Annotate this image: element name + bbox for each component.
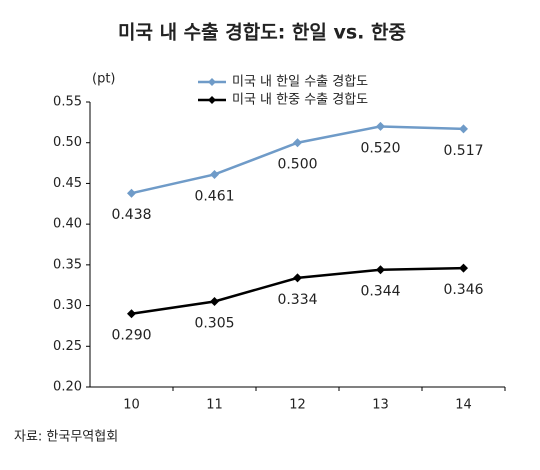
- point: [210, 169, 219, 179]
- point: [293, 138, 302, 148]
- x-tick-label: 14: [455, 398, 472, 413]
- y-tick-label: 0.45: [53, 176, 82, 191]
- point: [459, 263, 468, 273]
- y-tick-label: 0.25: [53, 339, 82, 354]
- y-unit: (pt): [92, 72, 116, 87]
- chart-title: 미국 내 수출 경합도: 한일 vs. 한중: [118, 22, 406, 44]
- x-tick-label: 12: [289, 398, 306, 413]
- data-label: 0.290: [111, 328, 151, 344]
- y-tick-label: 0.35: [53, 257, 82, 272]
- data-label: 0.520: [360, 140, 400, 156]
- x-tick-label: 11: [206, 398, 223, 413]
- x-tick-label: 13: [372, 398, 389, 413]
- y-tick-label: 0.20: [53, 380, 82, 395]
- point: [459, 124, 468, 134]
- data-label: 0.305: [194, 316, 234, 332]
- point: [376, 121, 385, 131]
- point: [127, 188, 136, 198]
- y-tick-label: 0.50: [53, 135, 82, 150]
- y-tick-label: 0.55: [53, 95, 82, 110]
- legend-label: 미국 내 한일 수출 경합도: [232, 75, 368, 90]
- x-tick-label: 10: [123, 398, 140, 413]
- data-label: 0.438: [111, 207, 151, 223]
- legend-marker: [208, 96, 216, 104]
- data-label: 0.346: [443, 282, 483, 298]
- data-label: 0.500: [277, 157, 317, 173]
- point: [127, 309, 136, 319]
- data-label: 0.334: [277, 292, 317, 308]
- point: [293, 273, 302, 283]
- point: [376, 265, 385, 275]
- data-label: 0.461: [194, 188, 234, 204]
- point: [210, 297, 219, 306]
- legend-label: 미국 내 한중 수출 경합도: [232, 93, 368, 108]
- legend-marker: [208, 78, 216, 86]
- y-tick-label: 0.40: [53, 217, 82, 232]
- data-label: 0.344: [360, 284, 400, 300]
- data-label: 0.517: [443, 143, 483, 159]
- y-tick-label: 0.30: [53, 298, 82, 313]
- source: 자료: 한국무역협회: [14, 430, 118, 445]
